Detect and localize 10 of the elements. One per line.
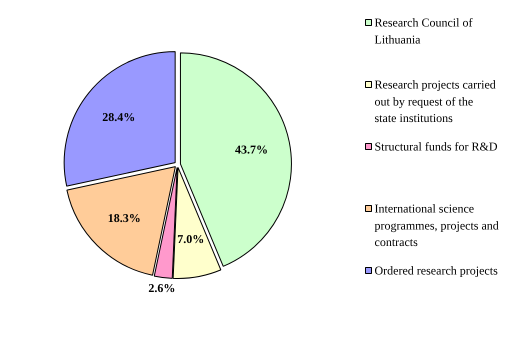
legend-label: Structural funds for R&D [374,140,498,154]
data-label: 43.7% [235,142,268,157]
data-label: 18.3% [108,211,141,226]
legend-label: Research projects carried out by request of the state institutions [374,78,496,126]
data-label: 28.4% [102,110,136,124]
data-label: 7.0% [177,232,204,246]
legend-label: Ordered research projects [374,264,498,278]
legend-label: Research Council of Lithuania [374,16,472,46]
data-label: 2.6% [148,280,176,295]
legend-label: International science programmes, projects and contracts [374,202,499,250]
